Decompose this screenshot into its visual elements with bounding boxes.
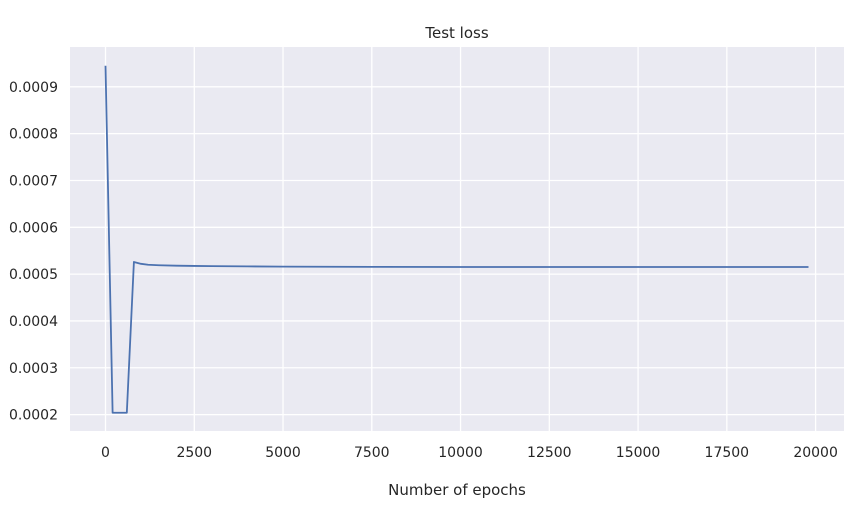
x-tick-label: 12500 — [527, 445, 572, 461]
x-tick-label: 7500 — [354, 445, 390, 461]
series-line — [104, 65, 809, 414]
y-tick-label: 0.0009 — [9, 80, 58, 96]
y-tick-label: 0.0007 — [9, 173, 58, 189]
grid-lines — [70, 47, 844, 431]
y-tick-label: 0.0006 — [9, 220, 58, 236]
series-layer — [104, 65, 809, 414]
x-tick-label: 10000 — [438, 445, 483, 461]
x-tick-label: 15000 — [616, 445, 661, 461]
y-tick-label: 0.0002 — [9, 408, 58, 424]
chart-title: Test loss — [424, 24, 488, 42]
x-tick-label: 17500 — [705, 445, 750, 461]
x-tick-label: 2500 — [176, 445, 212, 461]
y-tick-label: 0.0003 — [9, 361, 58, 377]
x-tick-label: 5000 — [265, 445, 301, 461]
x-tick-label: 0 — [101, 445, 110, 461]
y-tick-label: 0.0004 — [9, 314, 58, 330]
plot-background — [70, 47, 844, 431]
x-axis-label: Number of epochs — [388, 481, 526, 499]
y-tick-label: 0.0005 — [9, 267, 58, 283]
y-tick-labels: 0.0002 0.0003 0.0004 0.0005 0.0006 0.0007 0.00… — [9, 80, 58, 424]
x-tick-label: 20000 — [793, 445, 838, 461]
y-tick-label: 0.0008 — [9, 127, 58, 143]
x-tick-labels: 0 2500 5000 7500 10000 12500 15000 17500 20000 — [101, 445, 838, 461]
